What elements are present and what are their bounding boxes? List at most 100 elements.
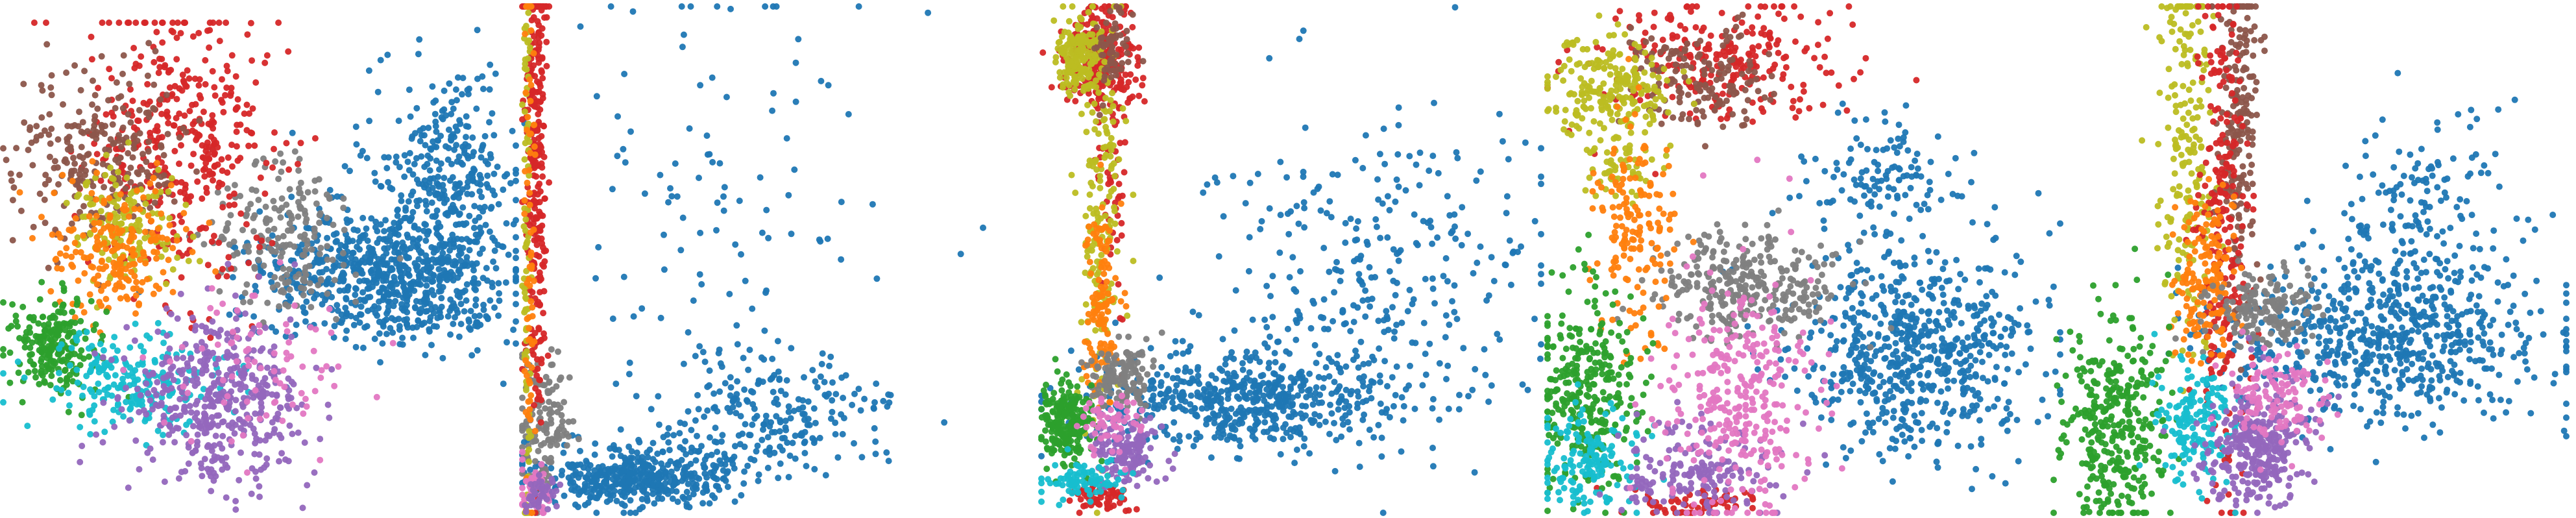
scatter-point [317, 375, 324, 381]
scatter-point [112, 372, 119, 379]
scatter-point [674, 193, 681, 200]
scatter-point [792, 455, 799, 462]
scatter-point [125, 213, 132, 220]
scatter-point [12, 312, 19, 319]
scatter-point [59, 171, 66, 179]
scatter-point [177, 290, 184, 297]
scatter-point [411, 260, 419, 267]
scatter-point [480, 301, 487, 308]
scatter-point [262, 203, 269, 210]
scatter-point [225, 260, 232, 267]
scatter-point [206, 44, 213, 51]
scatter-point [359, 289, 367, 296]
scatter-point [258, 385, 265, 392]
scatter-point [446, 241, 453, 248]
scatter-point [285, 48, 292, 55]
scatter-point [8, 177, 15, 184]
scatter-point [74, 379, 81, 386]
scatter-point [251, 142, 258, 149]
scatter-point [191, 370, 198, 377]
scatter-point [692, 457, 699, 464]
scatter-point [278, 288, 284, 295]
scatter-point [379, 340, 386, 347]
scatter-point [308, 246, 315, 253]
scatter-point [208, 487, 215, 495]
scatter-point [686, 125, 693, 132]
scatter-point [463, 297, 470, 304]
scatter-point [168, 175, 175, 182]
scatter-point [239, 432, 247, 439]
scatter-point [435, 288, 443, 295]
scatter-point [224, 185, 231, 192]
scatter-point [523, 503, 530, 510]
scatter-point [565, 418, 572, 425]
scatter-point [448, 99, 456, 106]
scatter-point [114, 347, 121, 354]
scatter-point [535, 110, 542, 117]
scatter-point [76, 108, 82, 116]
scatter-point [540, 510, 547, 516]
scatter-point [175, 425, 182, 432]
scatter-point [218, 156, 225, 163]
scatter-point [231, 201, 238, 208]
scatter-point [266, 432, 273, 439]
scatter-point [541, 263, 547, 270]
scatter-point [163, 305, 170, 312]
scatter-point [161, 64, 168, 71]
scatter-point [764, 464, 772, 471]
scatter-point [369, 245, 376, 253]
scatter-point [505, 251, 512, 258]
scatter-point [389, 225, 396, 232]
scatter-point [155, 182, 162, 188]
scatter-point [627, 497, 634, 504]
scatter-point [191, 75, 199, 82]
scatter-point [469, 134, 476, 141]
scatter-point [239, 227, 246, 234]
scatter-point [99, 129, 105, 135]
scatter-point [676, 430, 683, 437]
scatter-point [433, 128, 440, 135]
scatter-point [1313, 360, 1320, 367]
scatter-point [159, 360, 165, 367]
scatter-point [1398, 394, 1405, 401]
scatter-point [45, 177, 53, 184]
scatter-point [626, 478, 633, 486]
scatter-point [247, 299, 254, 306]
scatter-point [214, 454, 221, 461]
scatter-point [361, 277, 368, 284]
scatter-point [272, 376, 279, 384]
scatter-point [125, 277, 132, 284]
scatter-point [788, 230, 795, 238]
scatter-point [524, 55, 531, 62]
scatter-point [941, 419, 948, 426]
scatter-point [741, 386, 748, 393]
scatter-point [154, 328, 162, 335]
scatter-point [357, 267, 364, 275]
scatter-point [415, 272, 422, 279]
scatter-point [134, 187, 140, 194]
scatter-point [128, 269, 135, 275]
scatter-point [721, 184, 728, 191]
scatter-point [203, 328, 210, 336]
scatter-point [740, 354, 747, 362]
scatter-point [654, 450, 661, 457]
scatter-point [696, 175, 702, 181]
scatter-point [147, 238, 154, 245]
scatter-point [53, 330, 60, 338]
scatter-point [152, 401, 160, 408]
scatter-point [210, 380, 217, 387]
scatter-point [668, 193, 675, 200]
scatter-point [374, 240, 381, 246]
scatter-point [219, 204, 226, 211]
scatter-point [389, 339, 396, 347]
scatter-point [153, 255, 160, 262]
scatter-point [78, 412, 85, 419]
scatter-point [278, 450, 286, 457]
scatter-point [227, 212, 234, 219]
scatter-point [454, 274, 461, 281]
scatter-point [687, 3, 694, 10]
scatter-point [324, 290, 331, 297]
scatter-point [722, 380, 729, 387]
scatter-point [531, 164, 538, 171]
scatter-point [91, 418, 98, 425]
